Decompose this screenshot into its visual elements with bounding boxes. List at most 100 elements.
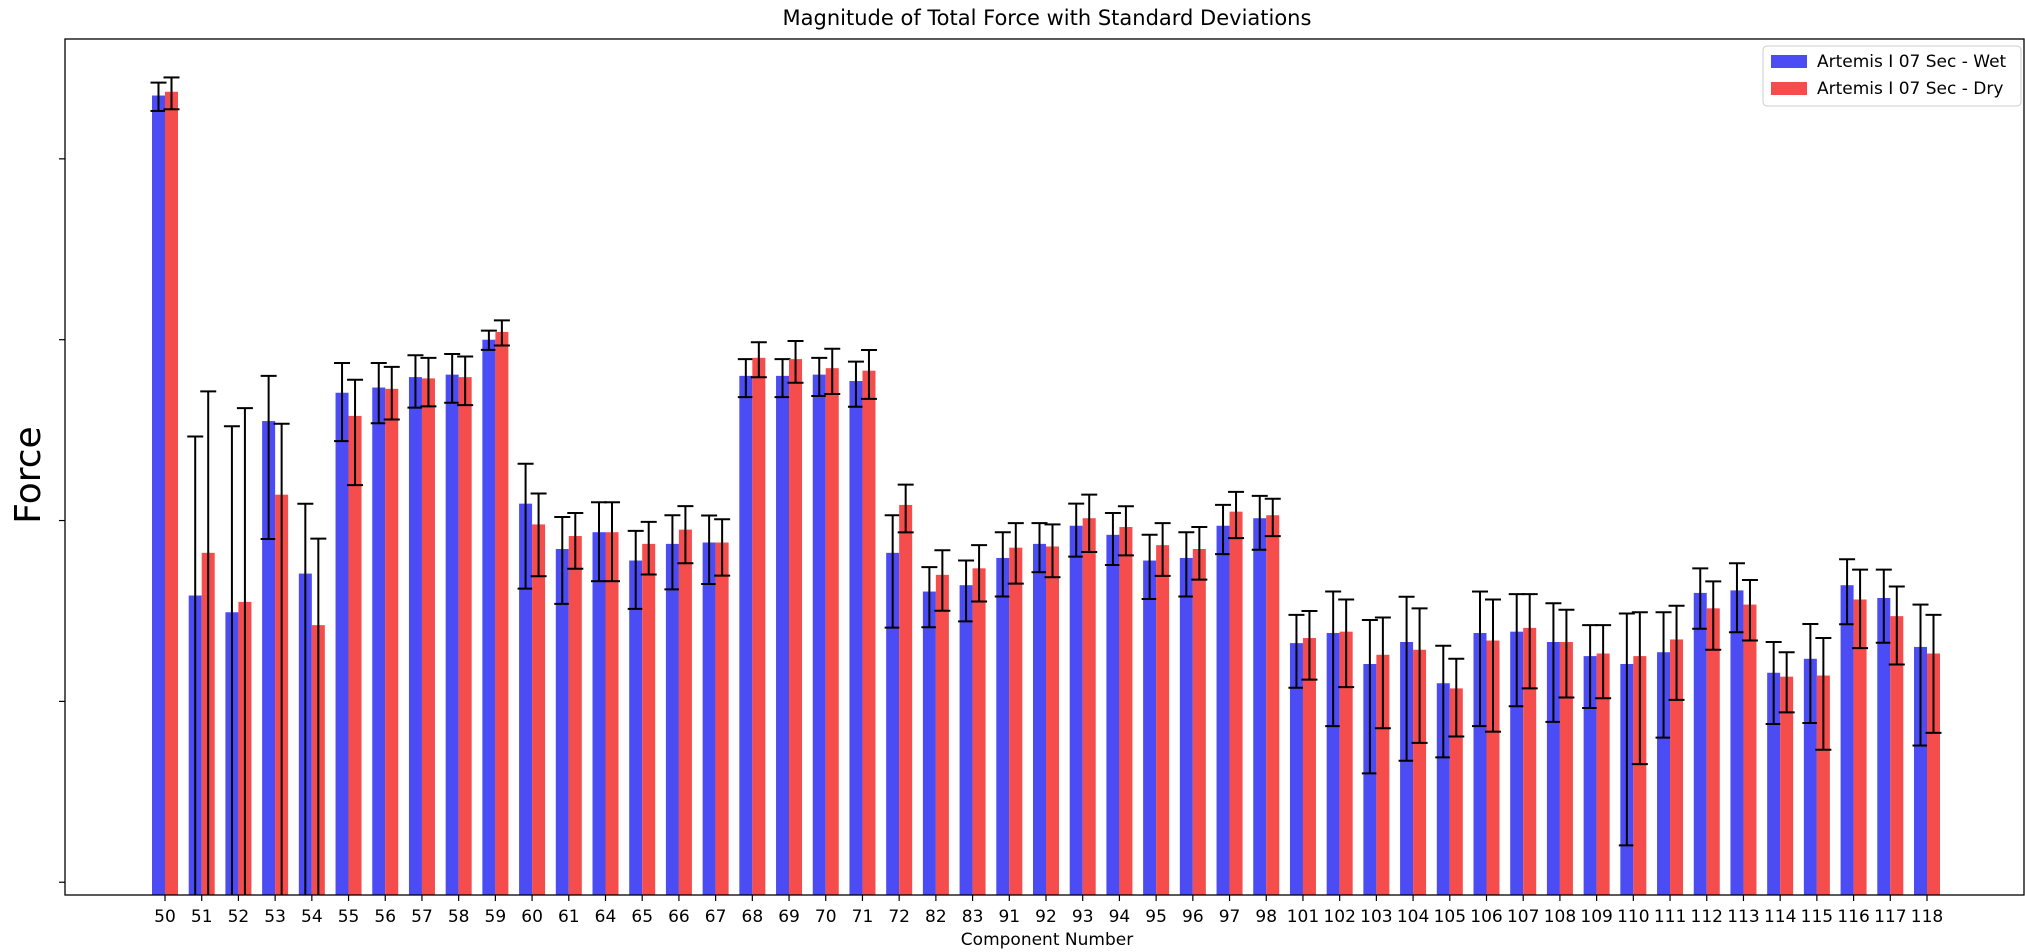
bar <box>1633 656 1647 895</box>
x-tick-label: 116 <box>1837 907 1869 927</box>
bar <box>1143 560 1157 895</box>
bar <box>812 374 826 895</box>
x-tick-label: 82 <box>925 907 947 927</box>
bar <box>1559 642 1573 895</box>
bar <box>849 381 863 895</box>
bar <box>922 591 936 895</box>
bar <box>1803 658 1817 895</box>
bar <box>1376 654 1390 895</box>
x-tick-label: 110 <box>1617 907 1649 927</box>
bar <box>1216 525 1230 895</box>
bar <box>372 387 386 895</box>
bar <box>408 377 422 896</box>
bar <box>1927 653 1940 895</box>
bar <box>348 415 362 895</box>
bar <box>592 532 606 895</box>
x-tick-label: 51 <box>191 907 213 927</box>
bar <box>642 543 656 895</box>
x-tick-label: 109 <box>1580 907 1612 927</box>
bar <box>1743 604 1757 895</box>
chart-title: Magnitude of Total Force with Standard D… <box>783 6 1312 30</box>
x-tick-label: 103 <box>1360 907 1392 927</box>
x-tick-label: 53 <box>264 907 286 927</box>
bar <box>1853 599 1867 895</box>
bar <box>1363 663 1377 895</box>
x-tick-label: 66 <box>668 907 690 927</box>
bar <box>1914 646 1927 895</box>
bar <box>458 377 472 896</box>
x-tick-label: 102 <box>1323 907 1355 927</box>
x-tick-label: 60 <box>521 907 543 927</box>
bar <box>1706 608 1720 895</box>
x-tick-label: 96 <box>1182 907 1204 927</box>
x-tick-label: 107 <box>1507 907 1539 927</box>
bar <box>1119 527 1133 895</box>
bar <box>1486 640 1500 895</box>
bar <box>445 374 459 895</box>
bar <box>1473 632 1487 895</box>
x-tick-label: 98 <box>1255 907 1277 927</box>
bar <box>776 375 790 895</box>
bar <box>886 552 900 895</box>
x-tick-label: 64 <box>595 907 617 927</box>
bar <box>1890 616 1904 895</box>
bar <box>1730 590 1744 895</box>
bar <box>495 331 509 895</box>
x-tick-label: 118 <box>1911 907 1943 927</box>
bar <box>996 557 1010 895</box>
x-tick-label: 92 <box>1035 907 1057 927</box>
bar <box>702 542 716 895</box>
bar <box>1657 652 1671 895</box>
x-tick-label: 59 <box>485 907 507 927</box>
bar <box>1192 549 1206 895</box>
x-tick-label: 97 <box>1219 907 1241 927</box>
x-tick-label: 95 <box>1145 907 1167 927</box>
x-tick-label: 104 <box>1397 907 1429 927</box>
x-tick-label: 56 <box>374 907 396 927</box>
bar <box>555 549 569 895</box>
bar <box>1046 546 1059 895</box>
bar <box>935 574 949 895</box>
bar <box>385 388 399 895</box>
bar <box>421 378 435 896</box>
x-tick-label: 113 <box>1727 907 1759 927</box>
bar <box>678 529 692 895</box>
x-tick-label: 55 <box>338 907 360 927</box>
x-tick-label: 111 <box>1654 907 1686 927</box>
x-tick-label: 93 <box>1072 907 1094 927</box>
x-tick-label: 105 <box>1434 907 1466 927</box>
plot-frame <box>64 38 2025 896</box>
bar <box>1523 627 1537 895</box>
bar <box>1693 592 1707 895</box>
bar <box>1877 598 1891 895</box>
bar <box>1266 515 1280 895</box>
legend-label: Artemis I 07 Sec - Dry <box>1817 79 2003 99</box>
bar <box>568 536 582 895</box>
x-tick-label: 61 <box>558 907 580 927</box>
bar <box>1033 543 1046 895</box>
bar <box>972 568 986 895</box>
bar <box>1156 545 1170 895</box>
x-tick-label: 101 <box>1287 907 1319 927</box>
x-tick-label: 112 <box>1691 907 1723 927</box>
x-tick-label: 83 <box>962 907 984 927</box>
bar <box>1780 676 1794 895</box>
bar <box>519 503 533 895</box>
bar <box>1106 534 1120 895</box>
bar <box>532 524 546 895</box>
bar <box>1289 643 1303 895</box>
legend-box <box>1762 45 2022 107</box>
x-tick-label: 54 <box>301 907 323 927</box>
x-tick-label: 94 <box>1109 907 1131 927</box>
bar <box>739 375 753 895</box>
bar <box>825 368 839 895</box>
bar <box>1413 649 1427 895</box>
x-tick-label: 114 <box>1764 907 1796 927</box>
bar <box>1179 557 1193 895</box>
bar <box>629 560 643 895</box>
bar <box>1510 631 1524 895</box>
bar <box>1069 525 1083 895</box>
x-tick-label: 58 <box>448 907 470 927</box>
x-tick-label: 65 <box>631 907 653 927</box>
